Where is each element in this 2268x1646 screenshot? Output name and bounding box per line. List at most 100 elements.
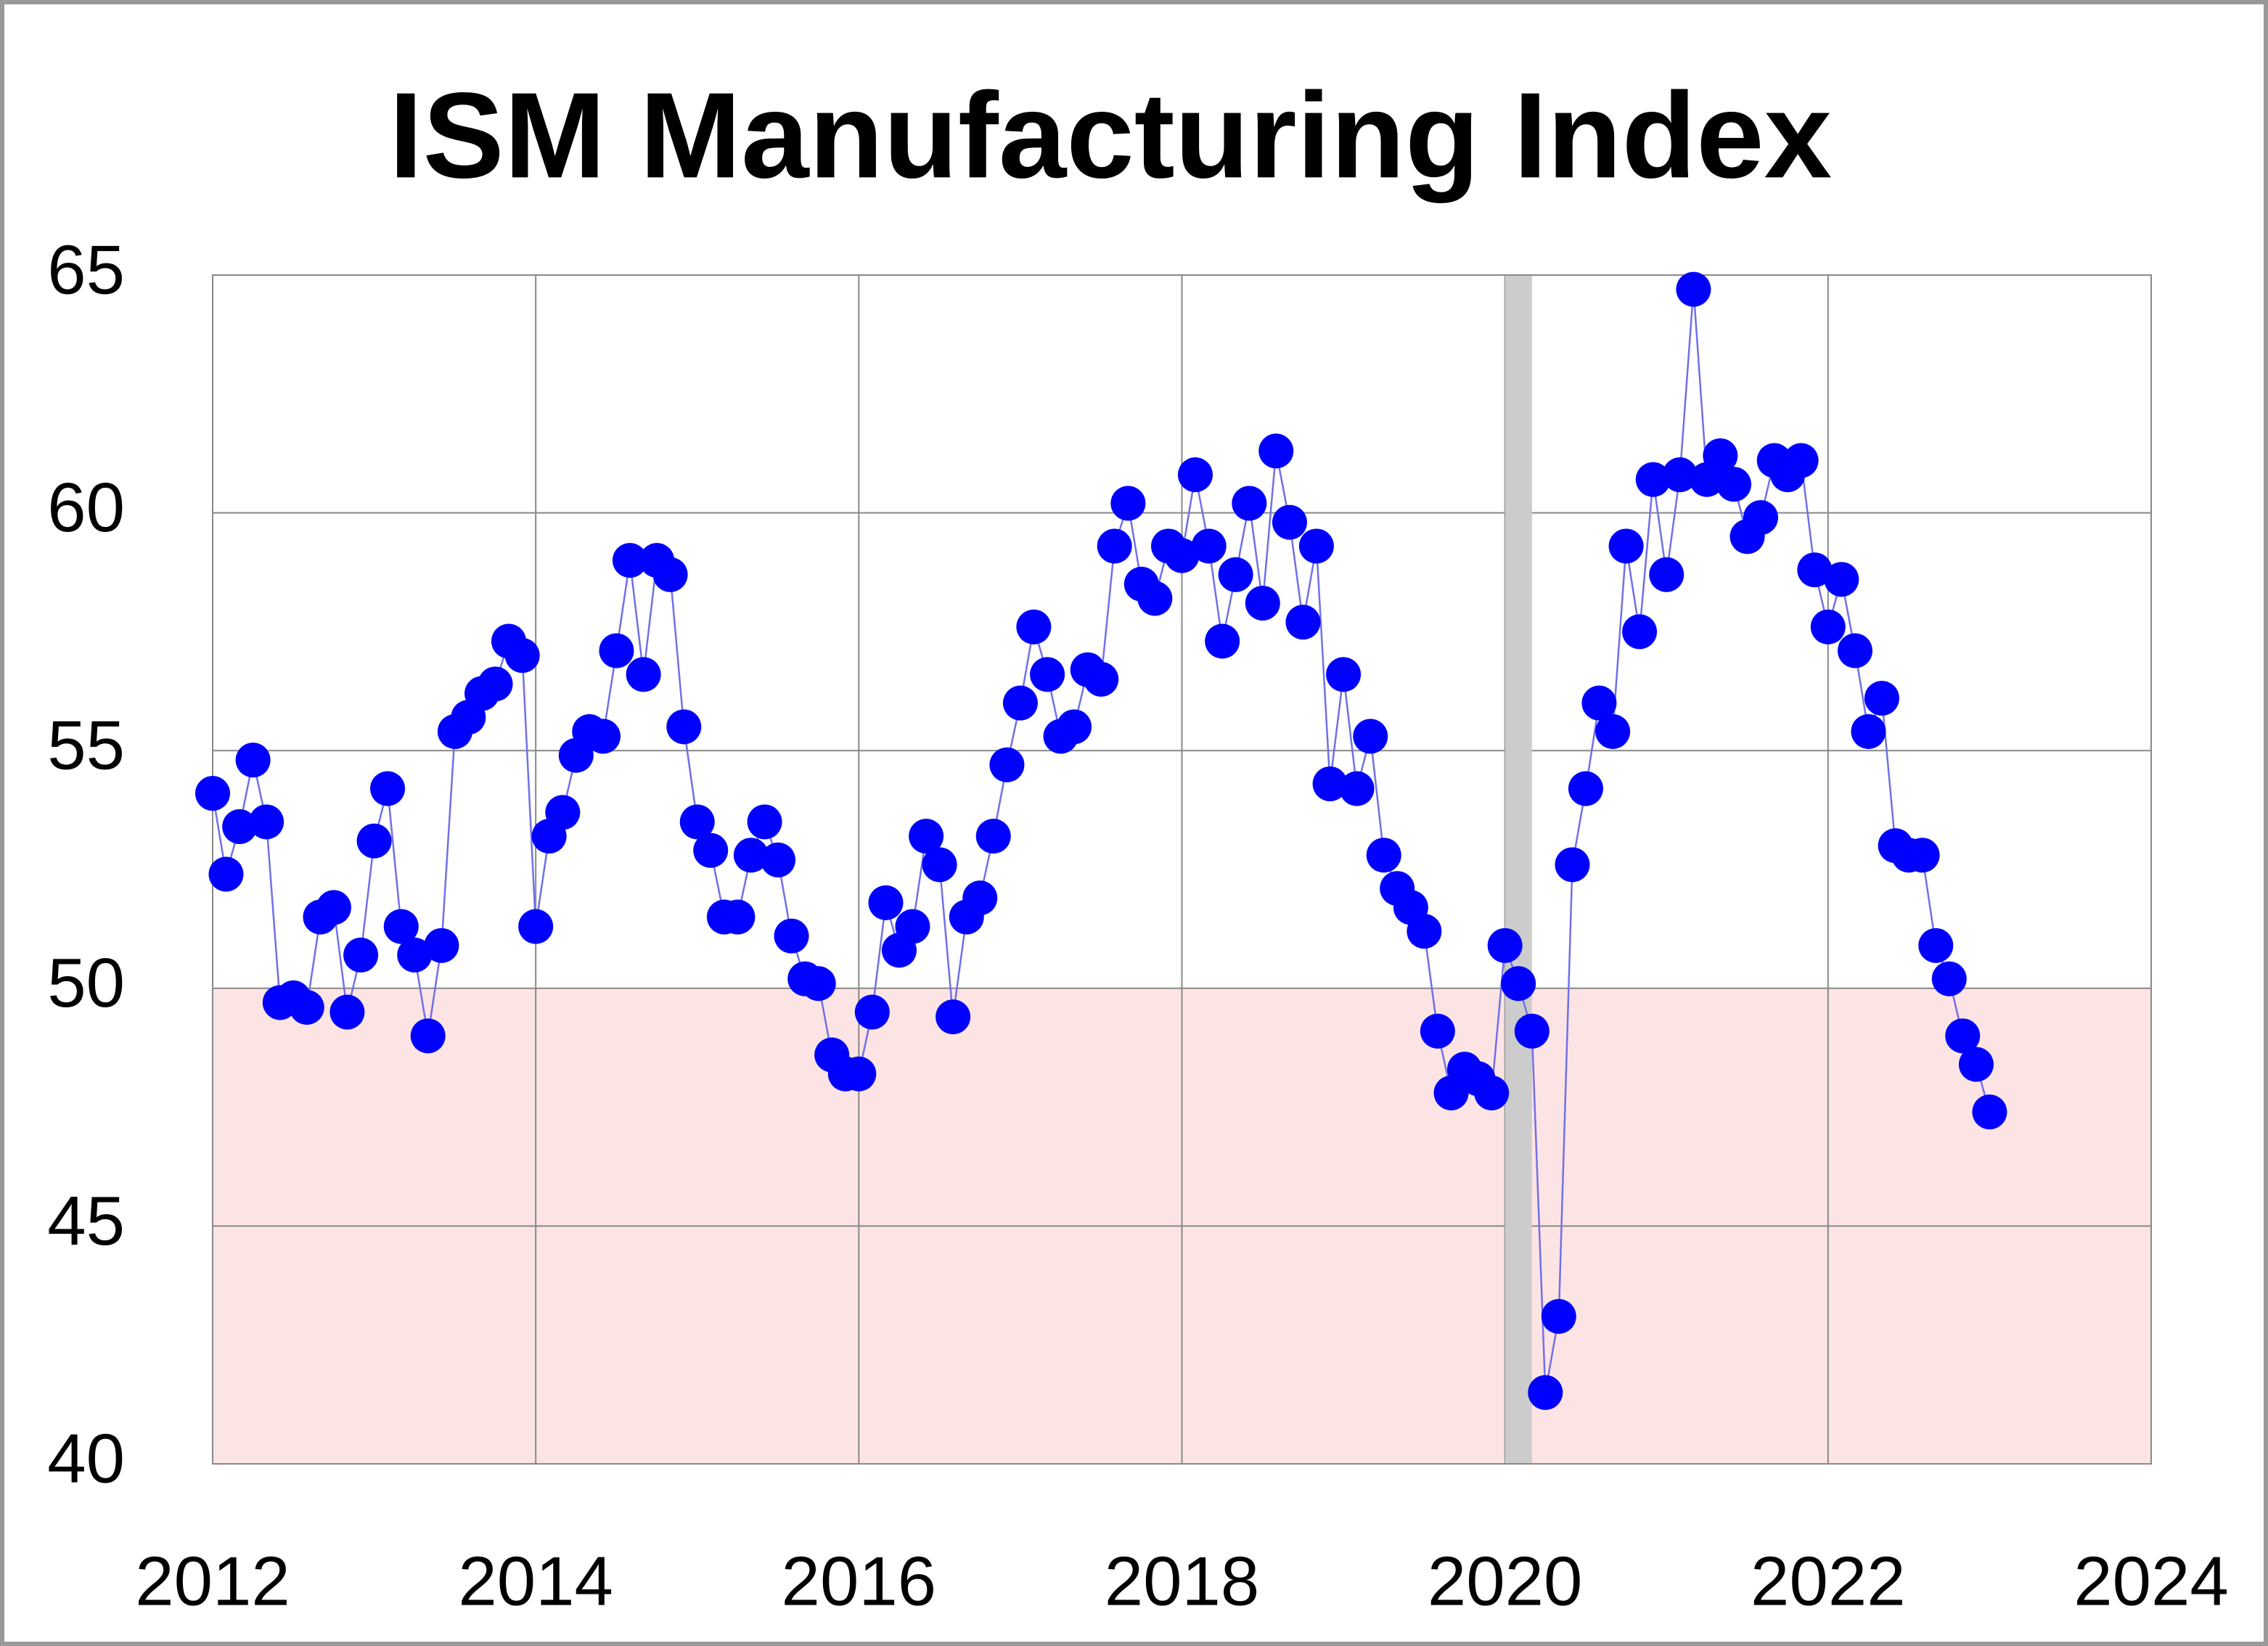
data-point <box>747 804 782 840</box>
data-point <box>854 994 890 1030</box>
data-point <box>397 937 433 973</box>
x-tick-label: 2022 <box>1751 1542 1906 1620</box>
data-point <box>316 890 351 925</box>
x-tick-label: 2012 <box>135 1542 290 1620</box>
data-point <box>1312 766 1348 802</box>
data-point <box>518 909 554 944</box>
data-point <box>1595 713 1631 749</box>
x-tick-label: 2018 <box>1105 1542 1260 1620</box>
data-point <box>868 885 904 920</box>
data-point <box>693 832 729 868</box>
data-point <box>383 909 419 944</box>
x-tick-label: 2020 <box>1428 1542 1583 1620</box>
data-point <box>356 823 392 859</box>
data-point <box>761 842 796 877</box>
data-point <box>1945 1018 1981 1054</box>
data-point <box>962 880 998 916</box>
data-point <box>1285 605 1321 640</box>
data-point <box>1407 914 1442 949</box>
data-point <box>720 899 756 935</box>
y-tick-label: 40 <box>47 1420 125 1497</box>
data-point <box>195 776 230 811</box>
data-point <box>343 937 379 973</box>
data-point <box>1191 528 1227 564</box>
data-point <box>222 809 258 845</box>
data-point <box>1420 1013 1455 1049</box>
data-point <box>1703 438 1738 473</box>
data-point <box>1030 657 1065 692</box>
data-point <box>733 838 769 873</box>
data-point <box>545 795 581 830</box>
data-point <box>1810 609 1846 644</box>
data-point <box>1002 685 1038 721</box>
data-point <box>1057 709 1092 745</box>
data-point <box>1339 771 1375 806</box>
data-point <box>612 543 647 578</box>
data-point <box>208 856 244 892</box>
x-tick-label: 2024 <box>2073 1542 2229 1620</box>
y-tick-label: 65 <box>47 231 125 308</box>
data-point <box>1608 528 1644 564</box>
data-point <box>1097 528 1132 564</box>
y-tick-label: 55 <box>47 707 125 785</box>
data-point <box>989 747 1025 782</box>
data-point <box>1110 486 1146 521</box>
data-point <box>1232 486 1267 521</box>
data-point <box>1904 838 1940 873</box>
data-point <box>585 718 621 754</box>
data-point <box>249 804 284 840</box>
data-point <box>1662 457 1698 493</box>
data-point <box>1137 581 1173 616</box>
data-point <box>1164 538 1200 573</box>
data-point <box>1501 966 1536 1002</box>
data-point <box>1716 467 1752 502</box>
data-point <box>1824 562 1859 597</box>
data-point <box>1245 586 1280 621</box>
data-point <box>1218 557 1253 592</box>
data-point <box>1931 961 1967 996</box>
data-point <box>1838 633 1873 668</box>
data-point <box>1958 1047 1994 1082</box>
chart-title: ISM Manufacturing Index <box>389 67 1832 203</box>
data-point <box>922 847 957 883</box>
data-point <box>936 999 971 1035</box>
y-tick-label: 50 <box>47 944 125 1022</box>
data-point <box>1084 661 1119 697</box>
data-point <box>1864 681 1899 716</box>
data-point <box>1635 462 1671 497</box>
data-point <box>235 742 271 778</box>
data-point <box>289 990 324 1025</box>
x-tick-label: 2016 <box>782 1542 937 1620</box>
data-point <box>1298 528 1334 564</box>
data-point <box>329 994 365 1030</box>
data-point <box>1783 443 1819 478</box>
data-point <box>1177 457 1213 493</box>
data-point <box>1205 623 1240 659</box>
data-point <box>652 557 688 592</box>
data-point <box>909 819 944 854</box>
data-point <box>1568 771 1603 806</box>
data-point <box>1272 504 1307 540</box>
data-point <box>975 819 1011 854</box>
data-point <box>1528 1375 1563 1410</box>
data-point <box>1514 1013 1549 1049</box>
data-point <box>679 804 715 840</box>
data-point <box>410 1018 446 1054</box>
x-tick-label: 2014 <box>458 1542 613 1620</box>
data-point <box>1326 657 1362 692</box>
y-tick-label: 60 <box>47 469 125 546</box>
data-point <box>801 966 836 1002</box>
data-point <box>1555 847 1590 883</box>
data-point <box>370 771 406 806</box>
data-point <box>774 918 809 954</box>
data-point <box>478 666 513 702</box>
data-point <box>1622 614 1658 650</box>
data-point <box>1474 1075 1510 1110</box>
data-point <box>1743 500 1779 536</box>
data-point <box>841 1056 877 1092</box>
data-point <box>1366 838 1401 873</box>
data-point <box>1918 928 1954 963</box>
data-point <box>1016 609 1052 644</box>
data-point <box>1649 557 1684 592</box>
